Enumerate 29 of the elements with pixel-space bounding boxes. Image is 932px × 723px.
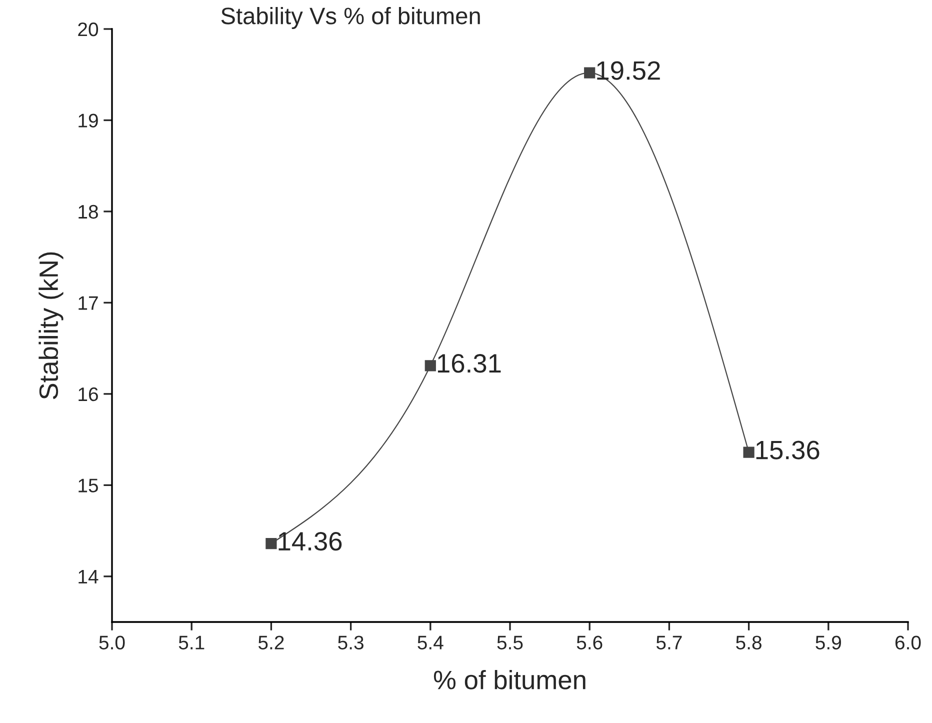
- y-tick-label: 14: [78, 570, 98, 584]
- x-tick-label: 5.5: [497, 636, 523, 650]
- x-tick-label: 5.2: [258, 636, 284, 650]
- x-tick-label: 5.3: [338, 636, 364, 650]
- y-tick-label: 16: [78, 387, 98, 402]
- y-tick-label: 20: [78, 22, 98, 36]
- data-label: 14.36: [278, 532, 342, 551]
- y-tick-label: 18: [78, 204, 98, 219]
- y-axis-title: Stability (kN): [38, 252, 64, 400]
- x-tick-label: 5.1: [178, 636, 204, 650]
- data-label: 19.52: [597, 61, 660, 80]
- y-tick-label: 19: [78, 114, 98, 128]
- point: [584, 67, 596, 78]
- data-label: 15.36: [756, 440, 820, 460]
- point: [743, 446, 754, 458]
- x-tick-label: 5.7: [656, 636, 682, 650]
- x-tick-label: 5.6: [576, 636, 602, 650]
- x-tick-label: 5.0: [99, 636, 125, 650]
- x-tick-label: 5.4: [418, 636, 444, 650]
- x-tick-label: 5.9: [816, 636, 841, 650]
- x-axis-title: % of bitumen: [434, 670, 586, 690]
- x-tick-label: 6.0: [895, 636, 921, 650]
- y-tick-label: 17: [78, 296, 98, 310]
- y-tick-label: 15: [78, 478, 98, 492]
- x-tick-label: 5.8: [736, 636, 762, 650]
- data-label: 16.31: [438, 354, 501, 373]
- point: [424, 360, 436, 372]
- chart-title: Stability Vs % of bitumen: [221, 6, 480, 29]
- point: [266, 538, 277, 550]
